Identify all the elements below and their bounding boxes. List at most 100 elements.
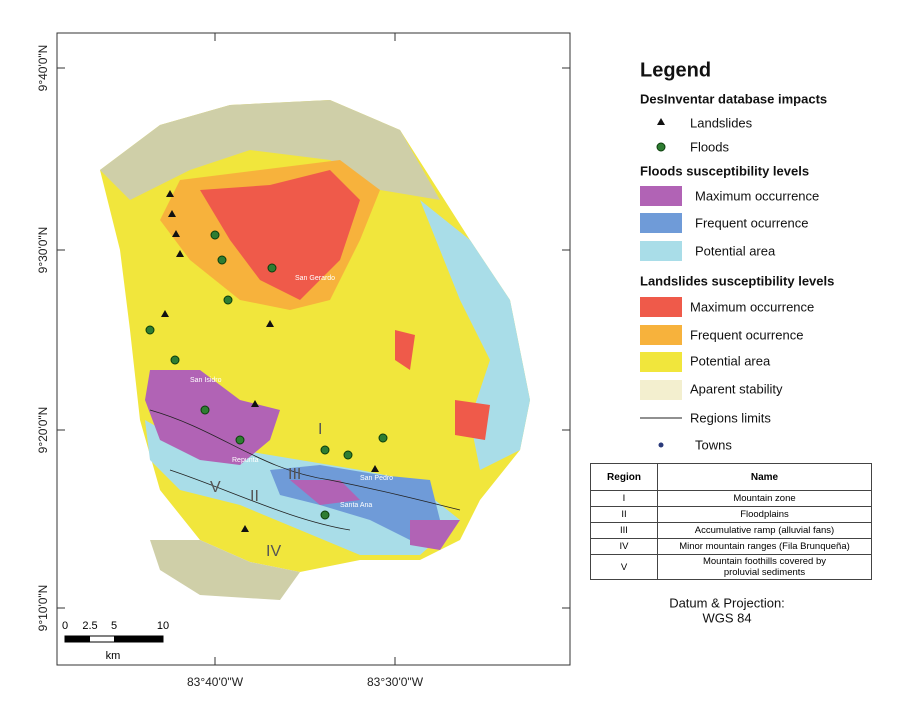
table-row: I Mountain zone (590, 490, 872, 507)
flood-points (145, 230, 388, 520)
flood (210, 230, 220, 240)
table-row: V Mountain foothills covered by proluvial… (590, 554, 872, 580)
swatch (640, 186, 682, 206)
lat-label: 9°20'0"N (36, 407, 50, 454)
region-label: II (250, 488, 259, 505)
cell: Mountain foothills covered by proluvial … (657, 554, 872, 580)
legend-item: Frequent ocurrence (695, 215, 808, 230)
landslide-maximum (200, 170, 360, 300)
graticule-ticks (57, 33, 570, 665)
latitude-labels: 9°40'0"N 9°30'0"N 9°20'0"N 9°10'0"N 83°4… (36, 45, 424, 690)
flood (200, 405, 210, 415)
scale-label: 5 (111, 620, 117, 632)
scale-bar: 0 2.5 5 10 km (62, 620, 169, 662)
legend-item: Towns (695, 437, 732, 452)
flood-potential (420, 200, 530, 470)
flood (145, 325, 155, 335)
stable-zone (150, 540, 300, 600)
landslide-maximum (395, 330, 415, 370)
legend-section: Floods susceptibility levels (640, 163, 809, 178)
cell: Accumulative ramp (alluvial fans) (657, 522, 872, 539)
region-labels: I II III IV V (210, 421, 322, 560)
cell: III (590, 522, 658, 539)
legend-section: DesInventar database impacts (640, 91, 827, 106)
flood (343, 450, 353, 460)
cell: IV (590, 538, 658, 555)
lat-label: 9°10'0"N (36, 585, 50, 632)
region-label: III (288, 466, 301, 483)
region-limit (149, 409, 461, 511)
region-label: IV (266, 543, 281, 560)
town-label: San Gerardo (295, 275, 335, 282)
swatch (640, 213, 682, 233)
legend-item: Aparent stability (690, 381, 783, 396)
flood (170, 355, 180, 365)
swatch (640, 297, 682, 317)
town-label: San Isidro (190, 377, 222, 384)
table-row: III Accumulative ramp (alluvial fans) (590, 522, 872, 539)
flood (223, 295, 233, 305)
scale-bar-segment (65, 636, 90, 642)
legend-item: Potential area (695, 243, 776, 258)
swatch (640, 352, 682, 372)
scale-bar-segment (114, 636, 163, 642)
town-labels: San Gerardo San Isidro Repunta Santa Ana… (190, 275, 393, 509)
lat-label: 9°40'0"N (36, 45, 50, 92)
scale-unit: km (106, 650, 121, 662)
cell: II (590, 506, 658, 523)
legend-item: Frequent ocurrence (690, 327, 803, 342)
regions-table: Region Name I Mountain zone II Floodplains … (590, 463, 872, 580)
scale-label: 10 (157, 620, 169, 632)
town-symbol (658, 442, 664, 448)
swatch (640, 241, 682, 261)
cell: V (590, 554, 658, 580)
table-row: IV Minor mountain ranges (Fila Brunqueña) (590, 538, 872, 555)
datum: WGS 84 (702, 610, 751, 625)
scale-label: 2.5 (82, 620, 97, 632)
scale-label: 0 (62, 620, 68, 632)
landslide-maximum (455, 400, 490, 440)
region-label: I (318, 421, 322, 438)
legend-item: Potential area (690, 353, 771, 368)
tick (57, 33, 570, 665)
town-label: San Pedro (360, 475, 393, 482)
cell: I (590, 490, 658, 507)
flood-maximum (290, 480, 360, 505)
map-area: San Gerardo San Isidro Repunta Santa Ana… (100, 100, 530, 600)
flood (267, 263, 277, 273)
flood (217, 255, 227, 265)
lat-label: 9°30'0"N (36, 227, 50, 274)
legend-title: Legend (640, 59, 711, 81)
table-header: Region Name (590, 463, 872, 491)
cell: Floodplains (657, 506, 872, 523)
flood (235, 435, 245, 445)
legend-item: Landslides (690, 115, 753, 130)
town-label: Santa Ana (340, 502, 372, 509)
legend-item: Regions limits (690, 410, 771, 425)
lon-label: 83°30'0"W (367, 675, 424, 689)
legend-item: Maximum occurrence (690, 299, 814, 314)
swatch (640, 380, 682, 400)
legend: Legend DesInventar database impacts Land… (640, 59, 834, 625)
legend-section: Landslides susceptibility levels (640, 273, 834, 288)
flood (320, 510, 330, 520)
legend-item: Maximum occurrence (695, 188, 819, 203)
datum: Datum & Projection: (669, 595, 785, 610)
flood-maximum (145, 370, 280, 465)
table-row: II Floodplains (590, 506, 872, 523)
swatch (640, 325, 682, 345)
header-cell: Name (657, 463, 872, 491)
flood (320, 445, 330, 455)
flood-maximum (410, 520, 460, 550)
town-label: Repunta (232, 457, 259, 464)
flood (378, 433, 388, 443)
landslide-symbol (657, 118, 665, 125)
region-limit (169, 469, 351, 531)
flood-symbol (656, 142, 666, 152)
cell: Minor mountain ranges (Fila Brunqueña) (657, 538, 872, 555)
lon-label: 83°40'0"W (187, 675, 244, 689)
legend-item: Floods (690, 139, 730, 154)
header-cell: Region (590, 463, 658, 491)
